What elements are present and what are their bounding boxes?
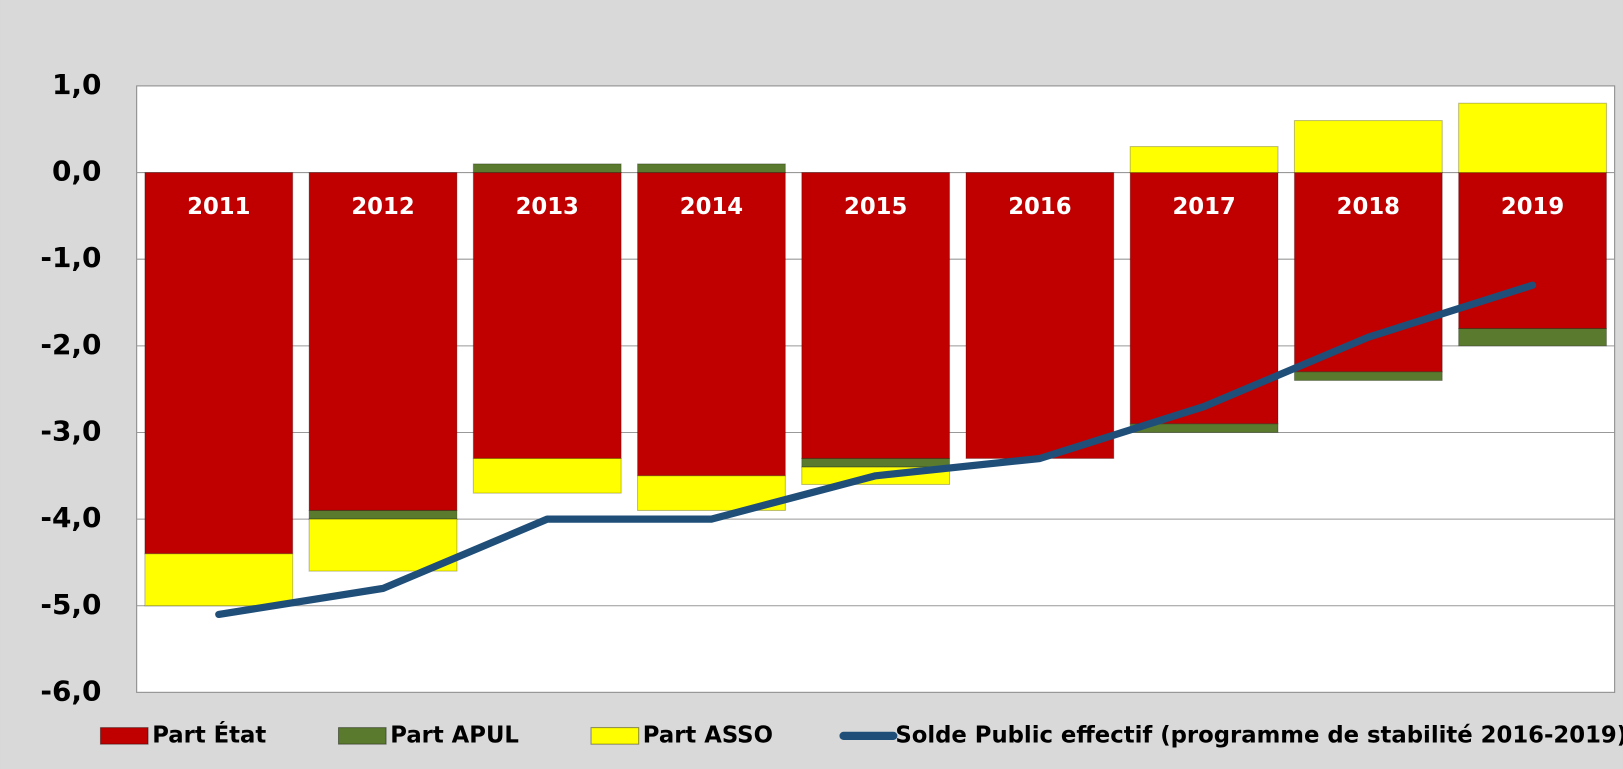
y-tick-label: 1,0: [52, 68, 102, 101]
bar-segment: [1458, 327, 1607, 347]
category-label: 2019: [1501, 194, 1564, 220]
category-label: 2012: [351, 194, 414, 220]
bar-segment: [308, 172, 458, 511]
bar-segment: [144, 553, 294, 607]
y-tick-label: -2,0: [40, 328, 101, 361]
bar-segment: [801, 172, 951, 459]
bar-segment: [1293, 371, 1443, 382]
bar-segment: [1293, 120, 1443, 174]
bar-segment: [308, 509, 458, 520]
category-label: 2017: [1172, 194, 1235, 220]
category-label: 2014: [680, 194, 743, 220]
y-tick-label: 0,0: [52, 155, 102, 188]
bar-segment: [144, 172, 294, 555]
bar-segment: [472, 457, 622, 494]
bar-segment: [1129, 146, 1279, 174]
bar-segment: [965, 172, 1115, 459]
bar-segment: [801, 457, 951, 468]
bar-segment: [1458, 102, 1607, 174]
bar-segment: [472, 163, 622, 174]
legend-swatch: [337, 727, 387, 745]
y-tick-label: -3,0: [40, 414, 101, 447]
line-series: [215, 281, 1537, 619]
bar-segment: [472, 172, 622, 459]
legend-label: Part APUL: [390, 722, 519, 748]
y-tick-label: -6,0: [40, 674, 101, 707]
legend-swatch: [99, 727, 149, 745]
category-label: 2011: [187, 194, 250, 220]
legend-label: Solde Public effectif (programme de stab…: [895, 722, 1623, 748]
category-label: 2015: [844, 194, 907, 220]
category-label: 2016: [1008, 194, 1071, 220]
category-label: 2018: [1337, 194, 1400, 220]
category-label: 2013: [516, 194, 579, 220]
y-tick-label: -4,0: [40, 501, 101, 534]
bar-segment: [308, 518, 458, 572]
legend-swatch: [590, 727, 640, 745]
bar-segment: [637, 163, 786, 174]
y-tick-label: -5,0: [40, 588, 101, 621]
legend-label: Part État: [152, 720, 266, 748]
bar-segment: [637, 172, 786, 477]
y-tick-label: -1,0: [40, 241, 101, 274]
legend-label: Part ASSO: [643, 722, 773, 748]
